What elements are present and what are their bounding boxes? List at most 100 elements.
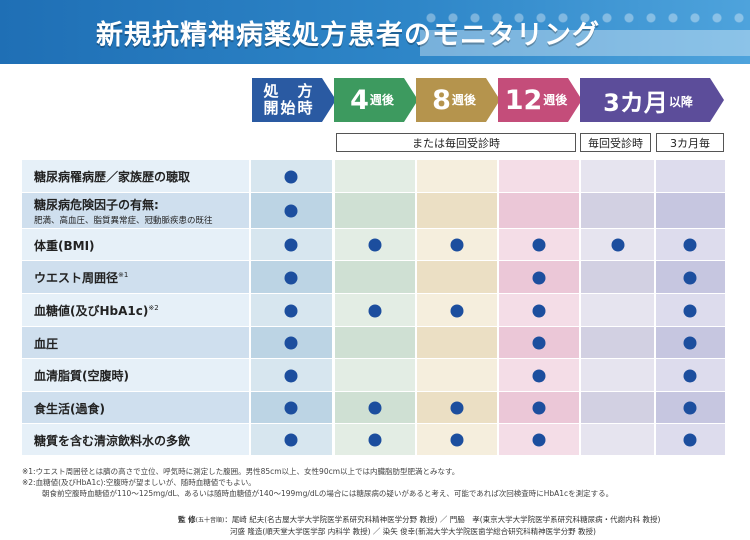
table-row: 食生活(過食) (22, 392, 725, 424)
row-label-main: 糖質を含む清涼飲料水の多飲 (34, 433, 191, 448)
check-dot (368, 238, 382, 252)
check-dot (450, 238, 464, 252)
column-divider (333, 160, 335, 456)
table-cell (498, 392, 580, 424)
table-cell (334, 193, 416, 229)
header-banner: 新規抗精神病薬処方患者のモニタリング (0, 0, 750, 64)
row-divider (22, 423, 725, 424)
row-label-main: 糖尿病罹病歴／家族歴の聴取 (34, 170, 191, 184)
check-dot (284, 336, 298, 350)
table-cell (655, 193, 725, 229)
row-label-text: 糖尿病危険因子の有無: (34, 196, 250, 213)
table-cell (416, 261, 498, 294)
sublabel-every-visit: 毎回受診時 (580, 133, 651, 152)
timeline-4-weeks: 4 週後 (334, 78, 418, 122)
timeline-start-line: 開始時 (263, 99, 315, 117)
column-divider (415, 160, 417, 456)
row-label-main: 血糖値(及びHbA1c) (34, 304, 149, 318)
row-label-main: 体重(BMI) (34, 238, 95, 253)
check-dot (450, 401, 464, 415)
table-cell (416, 229, 498, 261)
table-cell (580, 392, 655, 424)
row-label: ウエスト周囲径※1 (22, 261, 250, 294)
row-label: 糖尿病罹病歴／家族歴の聴取 (22, 160, 250, 193)
table-cell (250, 424, 332, 456)
table-cell (580, 294, 655, 327)
footnote-2: ※2:血糖値(及びHbA1c):空腹時が望ましいが、随時血糖値でもよい。 (22, 478, 256, 487)
table-cell (416, 294, 498, 327)
table-cell (250, 229, 332, 261)
row-label-main: 血清脂質(空腹時) (34, 369, 129, 383)
table-row: 糖質を含む清涼飲料水の多飲 (22, 424, 725, 456)
row-divider (22, 260, 725, 261)
timeline-3m-unit: 以降 (668, 94, 693, 109)
row-label-footnote-ref: ※1 (118, 271, 129, 279)
table-cell (416, 359, 498, 392)
check-dot (532, 271, 546, 284)
table-cell (498, 193, 580, 229)
table-cell (655, 294, 725, 327)
row-label-text: 体重(BMI) (34, 237, 250, 254)
check-dot (683, 238, 697, 252)
table-cell (250, 294, 332, 327)
table-cell (655, 261, 725, 294)
table-cell (334, 359, 416, 392)
table-cell (580, 261, 655, 294)
timeline-3-months: 3カ月 以降 (580, 78, 724, 122)
table-row: 糖尿病罹病歴／家族歴の聴取 (22, 160, 725, 193)
check-dot (611, 238, 624, 252)
table-row: ウエスト周囲径※1 (22, 261, 725, 294)
timeline-4-number: 4 (350, 84, 369, 116)
row-label-main: 血圧 (34, 336, 59, 351)
check-dot (683, 271, 697, 284)
table-row: 糖尿病危険因子の有無: 肥満、高血圧、脂質異常症、冠動脈疾患の既往 (22, 193, 725, 229)
row-divider (22, 293, 725, 294)
check-dot (368, 304, 382, 317)
check-dot (532, 433, 546, 447)
row-label-text: 糖尿病罹病歴／家族歴の聴取 (34, 168, 250, 185)
footnotes: ※1:ウエスト周囲径とは臍の高さで立位、呼気時に測定した腹囲。男性85cm以上、… (22, 466, 613, 499)
check-dot (284, 401, 298, 415)
table-cell (250, 359, 332, 392)
table-cell (250, 261, 332, 294)
supervision-order: (五十音順) (195, 517, 225, 524)
row-divider (22, 455, 725, 456)
column-divider (654, 160, 656, 456)
check-dot (284, 238, 298, 252)
table-cell (498, 359, 580, 392)
table-cell (655, 424, 725, 456)
check-dot (532, 336, 546, 350)
table-cell (334, 261, 416, 294)
timeline-8-unit: 週後 (451, 92, 476, 107)
row-label: 糖質を含む清涼飲料水の多飲 (22, 424, 250, 456)
check-dot (683, 369, 697, 382)
table-cell (580, 327, 655, 359)
people-silhouette-pattern (420, 0, 750, 64)
check-dot (683, 401, 697, 415)
check-dot (284, 369, 298, 382)
timeline-3m-number: 3カ月 (603, 88, 668, 117)
table-cell (416, 193, 498, 229)
row-divider (22, 326, 725, 327)
table-cell (250, 327, 332, 359)
table-cell (655, 327, 725, 359)
supervision-heading: 監 修 (178, 515, 196, 524)
table-cell (580, 160, 655, 193)
page-title: 新規抗精神病薬処方患者のモニタリング (96, 20, 600, 51)
row-label-text: ウエスト周囲径※1 (34, 269, 250, 286)
row-label: 血糖値(及びHbA1c)※2 (22, 294, 250, 327)
row-label: 血圧 (22, 327, 250, 359)
table-cell (334, 229, 416, 261)
check-dot (532, 369, 546, 382)
check-dot (450, 433, 464, 447)
check-dot (284, 433, 298, 447)
timeline-4-unit: 週後 (369, 92, 394, 107)
table-cell (334, 294, 416, 327)
check-dot (450, 304, 464, 317)
table-cell (655, 229, 725, 261)
check-dot (532, 238, 546, 252)
check-dot (284, 271, 298, 284)
check-dot (683, 433, 697, 447)
table-row: 血糖値(及びHbA1c)※2 (22, 294, 725, 327)
row-label-footnote-ref: ※2 (148, 304, 159, 312)
